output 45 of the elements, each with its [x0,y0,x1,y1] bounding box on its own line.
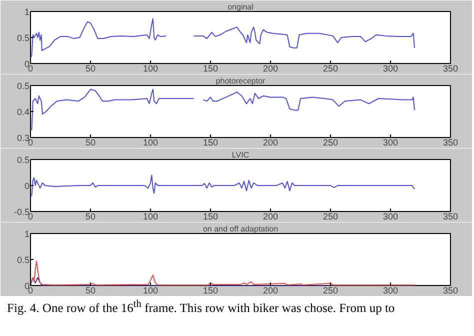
x-tick-label: 200 [262,138,278,148]
x-tick-label: 200 [262,212,278,222]
chart-title: photoreceptor [216,76,266,86]
line-series [30,260,415,286]
x-tick-label: 150 [202,212,218,222]
x-tick-label: 100 [142,64,158,74]
x-tick-label: 250 [322,64,338,74]
chart-title: LVIC [232,150,250,160]
line-series [30,174,415,196]
x-tick-label: 100 [142,138,158,148]
x-tick-label: 300 [382,212,398,222]
x-tick-label: 100 [142,212,158,222]
x-tick-label: 300 [382,64,398,74]
x-tick-label: 350 [442,212,458,222]
x-tick-label: 50 [85,286,96,296]
x-tick-label: 300 [382,138,398,148]
x-tick-label: 50 [85,212,96,222]
y-tick-label: 0.5 [16,81,30,91]
x-tick-label: 250 [322,212,338,222]
y-tick-label: 0.4 [16,107,30,117]
x-tick-label: 50 [85,138,96,148]
caption: Fig. 4. One row of the 16$^{th}$ frame. This row with biker was chose. From up to [7,298,395,318]
y-tick-label: 0.5 [16,33,30,43]
x-tick-label: 50 [85,64,96,74]
y-tick-label: 0.5 [16,155,30,165]
x-tick-label: 150 [202,138,218,148]
x-tick-label: 250 [322,286,338,296]
x-tick-label: 300 [382,286,398,296]
x-tick-label: 100 [142,286,158,296]
chart-title: on and off adaptation [202,224,278,234]
y-tick-label: 0.5 [16,255,30,265]
y-tick-label: 1 [24,229,30,239]
x-tick-label: 250 [322,138,338,148]
x-tick-label: 200 [262,286,278,296]
y-tick-label: 1 [24,7,30,17]
x-tick-label: 200 [262,64,278,74]
x-tick-label: 150 [202,64,218,74]
y-tick-label: -0.5 [14,207,30,217]
x-tick-label: 350 [442,64,458,74]
y-tick-label: 0.3 [16,133,30,143]
y-tick-label: 0 [24,181,30,191]
x-tick-label: 350 [442,286,458,296]
chart-title: original [228,2,254,12]
x-tick-label: 150 [202,286,218,296]
x-tick-label: 350 [442,138,458,148]
